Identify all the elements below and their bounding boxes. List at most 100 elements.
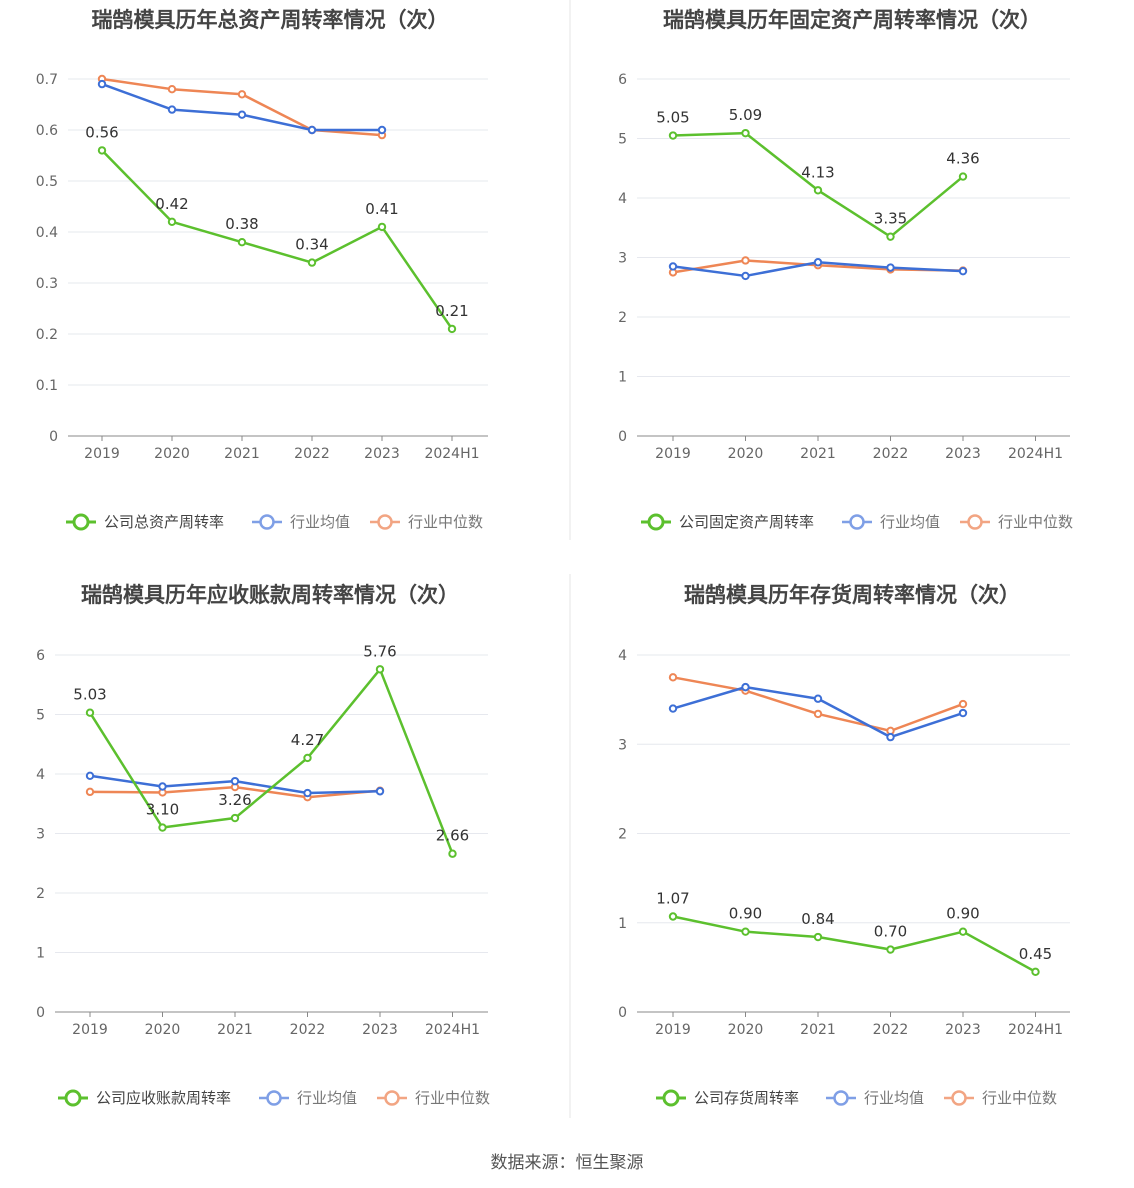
legend-item[interactable]: 公司总资产周转率 xyxy=(66,513,224,531)
data-point[interactable] xyxy=(377,125,387,135)
data-point[interactable] xyxy=(958,699,968,709)
data-point[interactable] xyxy=(303,753,312,763)
legend-marker xyxy=(967,514,983,530)
legend-label: 公司应收账款周转率 xyxy=(96,1089,231,1107)
legend-item[interactable]: 行业均值 xyxy=(826,1089,924,1107)
legend-item[interactable]: 行业中位数 xyxy=(377,1089,490,1107)
data-point[interactable] xyxy=(668,912,678,921)
x-tick-label: 2021 xyxy=(800,1022,836,1038)
data-point[interactable] xyxy=(813,709,823,719)
data-point[interactable] xyxy=(85,771,95,780)
y-tick-label: 0.5 xyxy=(36,174,58,190)
legend-item[interactable]: 行业均值 xyxy=(259,1089,357,1107)
data-label: 0.38 xyxy=(225,215,258,233)
data-point[interactable] xyxy=(958,266,968,276)
data-point[interactable] xyxy=(375,665,385,674)
data-point[interactable] xyxy=(85,787,95,797)
data-point[interactable] xyxy=(813,932,823,942)
data-label: 0.21 xyxy=(435,302,468,320)
data-label: 0.34 xyxy=(295,236,328,254)
data-point[interactable] xyxy=(303,788,312,798)
legend-marker xyxy=(266,1090,282,1106)
chart-title: 瑞鹄模具历年应收账款周转率情况（次） xyxy=(81,583,459,607)
data-point[interactable] xyxy=(237,238,247,247)
legend-label: 公司固定资产周转率 xyxy=(679,513,814,531)
data-point[interactable] xyxy=(741,128,750,138)
data-point[interactable] xyxy=(886,732,895,742)
x-tick-label: 2020 xyxy=(728,1022,764,1038)
data-label: 0.41 xyxy=(365,200,398,218)
data-point[interactable] xyxy=(813,694,823,703)
legend-item[interactable]: 行业中位数 xyxy=(370,513,483,531)
data-point[interactable] xyxy=(886,232,895,241)
series-line-0 xyxy=(88,668,454,855)
data-label: 0.90 xyxy=(729,905,762,923)
series-line-0 xyxy=(672,915,1037,973)
data-point[interactable] xyxy=(307,258,317,267)
y-tick-label: 6 xyxy=(36,648,45,664)
legend-marker xyxy=(377,514,393,530)
data-label: 0.42 xyxy=(155,195,188,213)
data-point[interactable] xyxy=(158,782,167,791)
data-point[interactable] xyxy=(97,79,107,89)
data-point[interactable] xyxy=(167,105,177,114)
data-point[interactable] xyxy=(886,263,895,272)
y-tick-label: 0.6 xyxy=(36,123,58,139)
data-point[interactable] xyxy=(668,131,678,140)
y-tick-label: 4 xyxy=(618,648,627,664)
data-point[interactable] xyxy=(375,787,385,796)
legend-marker xyxy=(647,513,665,531)
x-tick-label: 2022 xyxy=(294,446,330,462)
legend-marker xyxy=(72,513,90,531)
legend-item[interactable]: 公司存货周转率 xyxy=(656,1089,799,1107)
legend-item[interactable]: 行业中位数 xyxy=(944,1089,1057,1107)
data-point[interactable] xyxy=(958,708,968,718)
data-point[interactable] xyxy=(237,90,247,99)
data-point[interactable] xyxy=(85,708,95,717)
data-point[interactable] xyxy=(230,776,240,786)
data-label: 4.36 xyxy=(946,150,979,168)
data-point[interactable] xyxy=(741,682,750,692)
data-point[interactable] xyxy=(97,146,107,155)
legend-item[interactable]: 行业均值 xyxy=(252,513,350,531)
data-point[interactable] xyxy=(1031,967,1040,977)
data-point[interactable] xyxy=(167,85,177,94)
data-label: 5.09 xyxy=(729,106,762,124)
data-label: 0.45 xyxy=(1019,945,1052,963)
data-point[interactable] xyxy=(741,271,750,281)
data-point[interactable] xyxy=(741,256,750,265)
data-point[interactable] xyxy=(447,324,457,334)
legend-item[interactable]: 公司应收账款周转率 xyxy=(58,1089,231,1107)
data-point[interactable] xyxy=(668,673,678,682)
data-point[interactable] xyxy=(377,222,387,232)
legend-label: 行业均值 xyxy=(880,513,940,531)
data-point[interactable] xyxy=(958,172,968,181)
legend-item[interactable]: 行业中位数 xyxy=(960,513,1073,531)
data-point[interactable] xyxy=(886,945,895,954)
data-point[interactable] xyxy=(668,704,678,713)
legend-marker xyxy=(259,514,275,530)
data-point[interactable] xyxy=(307,125,317,135)
y-tick-label: 1 xyxy=(618,370,627,386)
data-point[interactable] xyxy=(958,927,968,936)
data-point[interactable] xyxy=(741,927,750,936)
data-point[interactable] xyxy=(237,110,247,119)
data-point[interactable] xyxy=(668,262,678,271)
legend-item[interactable]: 公司固定资产周转率 xyxy=(641,513,814,531)
data-point[interactable] xyxy=(448,849,457,858)
data-point[interactable] xyxy=(158,823,167,832)
y-tick-label: 0.7 xyxy=(36,72,58,88)
data-point[interactable] xyxy=(813,258,823,267)
x-tick-label: 2021 xyxy=(800,446,836,462)
y-tick-label: 2 xyxy=(36,886,45,902)
x-tick-label: 2020 xyxy=(728,446,764,462)
data-label: 4.13 xyxy=(801,163,834,181)
legend-item[interactable]: 行业均值 xyxy=(842,513,940,531)
x-tick-label: 2024H1 xyxy=(1008,1022,1063,1038)
series-line-0 xyxy=(672,131,964,238)
chart-panel-4: 瑞鹄模具历年存货周转率情况（次） 0 1 2 3 4 2019 2020 2021 2022 202… xyxy=(618,583,1070,1107)
chart-panel-3: 瑞鹄模具历年应收账款周转率情况（次） 0 1 2 3 4 5 6 2019 2020 2021 202… xyxy=(36,583,490,1107)
data-point[interactable] xyxy=(230,813,240,823)
data-point[interactable] xyxy=(813,186,823,195)
data-point[interactable] xyxy=(167,217,177,227)
